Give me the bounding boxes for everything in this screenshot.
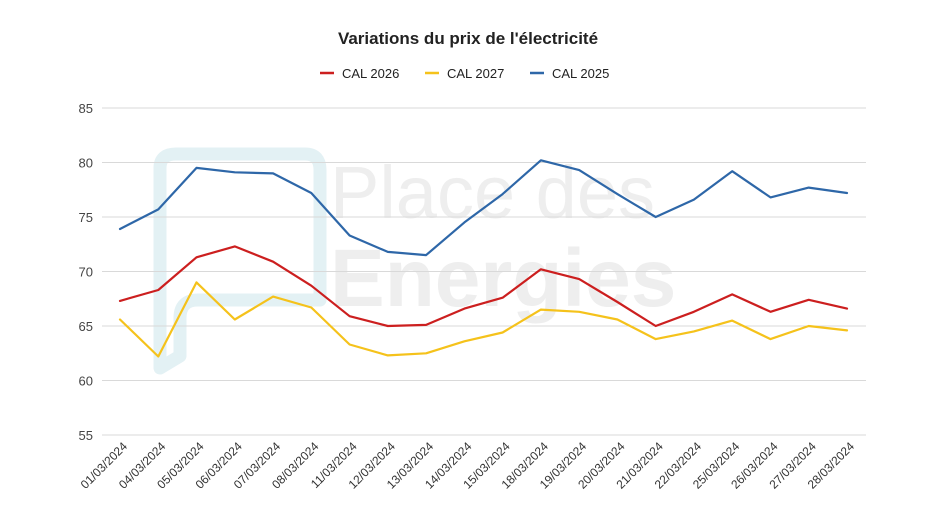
y-tick-label: 55 bbox=[79, 428, 93, 443]
watermark-line2: Energies bbox=[330, 233, 676, 324]
series-lines bbox=[118, 159, 849, 358]
y-tick-label: 65 bbox=[79, 319, 93, 334]
chart-title: Variations du prix de l'électricité bbox=[338, 29, 598, 48]
series-line bbox=[118, 159, 849, 257]
series-line bbox=[118, 281, 849, 358]
legend-label: CAL 2025 bbox=[552, 66, 609, 81]
y-tick-label: 85 bbox=[79, 101, 93, 116]
watermark-logo bbox=[153, 147, 327, 375]
legend-item: CAL 2025 bbox=[530, 66, 609, 81]
legend-label: CAL 2026 bbox=[342, 66, 399, 81]
y-axis-ticks: 55 60 65 70 75 80 85 bbox=[79, 101, 93, 443]
legend-item: CAL 2027 bbox=[425, 66, 504, 81]
x-axis-ticks: 01/03/202404/03/202405/03/202406/03/2024… bbox=[78, 439, 858, 492]
grid-lines bbox=[102, 107, 866, 436]
y-tick-label: 70 bbox=[79, 265, 93, 280]
watermark-line1: Place des bbox=[330, 151, 655, 234]
legend-item: CAL 2026 bbox=[320, 66, 399, 81]
series-cal-2026 bbox=[118, 245, 849, 328]
series-cal-2027 bbox=[118, 281, 849, 358]
series-line bbox=[118, 245, 849, 328]
y-tick-label: 80 bbox=[79, 156, 93, 171]
y-tick-label: 75 bbox=[79, 210, 93, 225]
y-tick-label: 60 bbox=[79, 374, 93, 389]
watermark: Place des Energies bbox=[153, 147, 676, 375]
legend-label: CAL 2027 bbox=[447, 66, 504, 81]
series-cal-2025 bbox=[118, 159, 849, 257]
chart-legend: CAL 2026 CAL 2027 CAL 2025 bbox=[320, 66, 609, 81]
